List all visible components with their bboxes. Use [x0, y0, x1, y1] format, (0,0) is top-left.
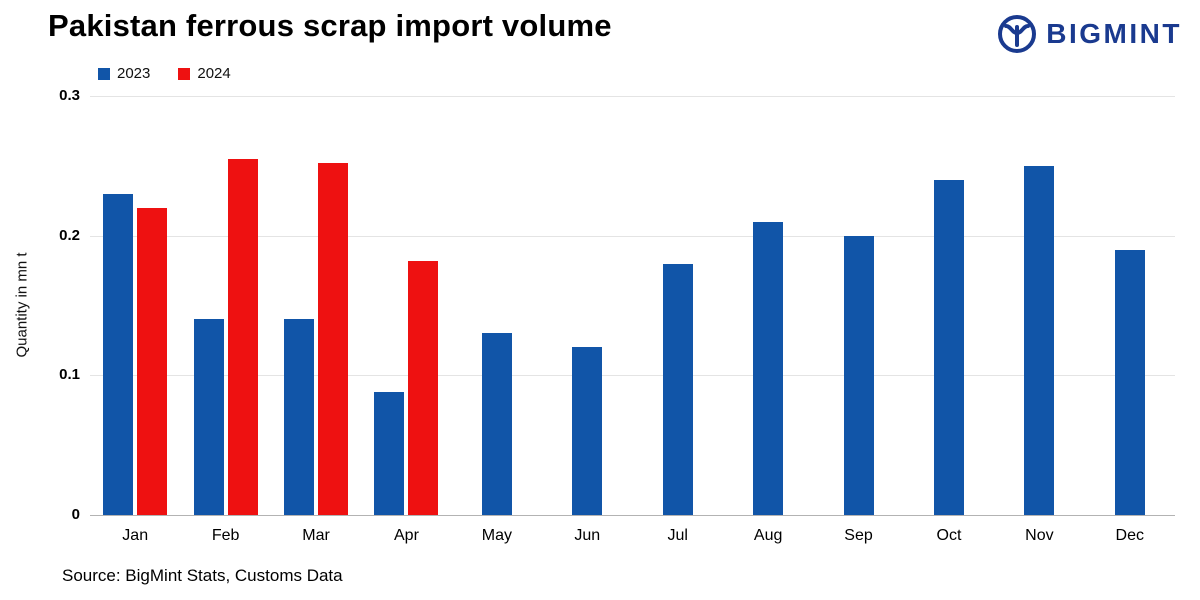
x-tick-label-feb: Feb [211, 527, 240, 544]
bar-2024-jan [137, 207, 168, 515]
bar-2023-aug [753, 221, 784, 515]
x-tick-label-nov: Nov [1025, 527, 1054, 544]
bar-2023-mar [284, 319, 315, 515]
x-tick-label-dec: Dec [1115, 527, 1145, 544]
bigmint-logo-text: BIGMINT [1046, 18, 1182, 49]
bigmint-logo: BIGMINT [997, 14, 1182, 54]
y-tick-label-0.2: 0.2 [59, 226, 80, 244]
legend-swatch-2024 [178, 67, 191, 80]
x-tick-label-aug: Aug [753, 527, 783, 544]
bar-2023-sep [843, 235, 874, 515]
y-tick-label-0.1: 0.1 [59, 366, 80, 384]
bar-2023-apr [374, 392, 405, 515]
legend-item-2023: 2023 [98, 65, 150, 82]
bar-2023-feb [193, 319, 224, 515]
bar-2023-may [481, 333, 512, 515]
x-tick-label-jul: Jul [667, 527, 688, 544]
x-tick-label-apr: Apr [394, 527, 419, 544]
y-tick-label-0: 0 [71, 506, 80, 523]
gridline-0.1 [90, 375, 1175, 377]
legend-label-2023: 2023 [117, 65, 151, 82]
legend-swatch-2023 [98, 67, 110, 80]
bar-2023-jan [103, 193, 134, 515]
x-tick-label-oct: Oct [936, 527, 962, 544]
gridline-0.2 [90, 235, 1175, 237]
bar-2024-mar [318, 163, 349, 515]
gridline-0.3 [90, 96, 1175, 97]
bar-2024-apr [408, 260, 439, 515]
page-title: Pakistan ferrous scrap import volume [48, 8, 612, 43]
bar-2023-nov [1024, 165, 1055, 515]
bar-2023-jul [662, 263, 693, 515]
x-tick-label-mar: Mar [302, 527, 330, 544]
bigmint-logo-icon [998, 15, 1037, 53]
bar-2024-feb [227, 158, 258, 515]
legend-label-2024: 2024 [197, 65, 231, 82]
gridline-0 [90, 515, 1175, 516]
plot-area [90, 96, 1175, 516]
y-axis-title: Quantity in mn t [13, 252, 31, 358]
source-note: Source: BigMint Stats, Customs Data [62, 566, 343, 585]
bar-2023-dec [1114, 249, 1145, 515]
bar-2023-jun [572, 347, 603, 515]
x-tick-label-may: May [481, 527, 512, 544]
x-tick-label-sep: Sep [844, 527, 873, 544]
bar-2023-oct [933, 179, 964, 515]
y-tick-label-0.3: 0.3 [59, 87, 80, 104]
x-tick-label-jun: Jun [574, 527, 601, 544]
x-tick-label-jan: Jan [122, 527, 149, 544]
chart-legend: 2023 2024 [98, 65, 231, 82]
legend-item-2024: 2024 [178, 65, 231, 82]
